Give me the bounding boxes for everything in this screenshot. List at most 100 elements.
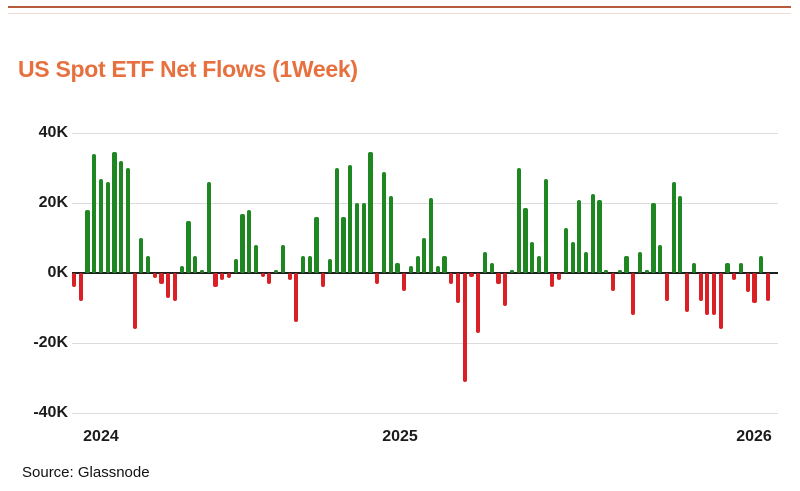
bar-positive-week [206, 182, 211, 273]
bar-negative-week [711, 273, 717, 315]
bar-positive-week [274, 269, 279, 273]
bar-positive-week [563, 227, 568, 273]
bar-positive-week [759, 255, 764, 273]
bar-positive-week [422, 238, 427, 273]
bar-positive-week [624, 255, 629, 273]
bar-positive-week [637, 252, 643, 273]
bar-positive-week [300, 255, 306, 273]
bar-negative-week [664, 273, 670, 301]
bar-negative-week [732, 273, 737, 280]
bar-positive-week [199, 269, 205, 273]
bar-positive-week [105, 182, 110, 273]
y-tick-label: -20K [33, 334, 68, 351]
bar-negative-week [159, 273, 164, 284]
bar-positive-week [341, 217, 346, 273]
bar-positive-week [738, 262, 744, 273]
bar-positive-week [381, 171, 387, 273]
bar-positive-week [146, 255, 151, 273]
bar-negative-week [745, 273, 750, 293]
bar-negative-week [455, 273, 461, 303]
bar-negative-week [718, 273, 723, 329]
bar-positive-week [604, 269, 609, 273]
bar-positive-week [334, 168, 339, 273]
bar-negative-week [260, 273, 265, 277]
bar-positive-week [388, 196, 393, 273]
bar-negative-week [631, 273, 636, 315]
bar-negative-week [496, 273, 501, 284]
bar-positive-week [179, 266, 184, 273]
bar-positive-week [543, 178, 548, 273]
bar-positive-week [415, 255, 420, 273]
bar-negative-week [503, 273, 508, 307]
bar-positive-week [408, 266, 413, 273]
bar-positive-week [617, 269, 622, 273]
bar-positive-week [240, 213, 245, 273]
bar-positive-week [361, 203, 366, 273]
bar-negative-week [705, 273, 710, 315]
bar-positive-week [368, 152, 373, 273]
bar-positive-week [314, 217, 319, 273]
bar-positive-week [247, 210, 252, 273]
bar-positive-week [85, 210, 90, 273]
bar-negative-week [226, 273, 232, 279]
bar-positive-week [395, 262, 400, 273]
y-tick-label: 40K [38, 124, 68, 141]
bar-negative-week [71, 273, 77, 287]
bar-positive-week [671, 182, 676, 273]
bar-positive-week [327, 259, 333, 273]
bar-positive-week [92, 154, 97, 273]
bar-positive-week [590, 194, 595, 273]
bar-positive-week [658, 245, 663, 273]
gridline [72, 203, 778, 204]
bar-positive-week [98, 178, 104, 273]
bar-positive-week [516, 168, 521, 273]
bar-positive-week [125, 168, 130, 273]
bar-negative-week [610, 273, 616, 291]
bar-negative-week [402, 273, 407, 291]
bar-positive-week [193, 255, 198, 273]
zero-axis-line [72, 272, 778, 274]
top-divider-line-faint [8, 13, 791, 14]
bar-negative-week [462, 273, 467, 382]
bar-negative-week [152, 273, 157, 279]
bar-negative-week [469, 273, 474, 277]
bar-negative-week [294, 273, 299, 322]
bar-negative-week [449, 273, 454, 284]
bar-positive-week [348, 164, 353, 273]
bar-negative-week [698, 273, 703, 301]
bar-negative-week [132, 273, 137, 329]
y-tick-label: -40K [33, 404, 68, 421]
page-title: US Spot ETF Net Flows (1Week) [18, 56, 358, 82]
bar-positive-week [435, 266, 440, 273]
bar-negative-week [267, 273, 272, 284]
bar-positive-week [280, 245, 285, 273]
bar-negative-week [550, 273, 555, 287]
bar-positive-week [112, 152, 117, 273]
bar-positive-week [644, 269, 649, 273]
x-tick-label: 2024 [83, 428, 119, 445]
bar-positive-week [442, 255, 447, 273]
bar-negative-week [375, 273, 380, 284]
bar-positive-week [253, 245, 258, 273]
bar-positive-week [651, 203, 656, 273]
bar-negative-week [287, 273, 292, 280]
bar-negative-week [166, 273, 171, 298]
bar-negative-week [557, 273, 562, 280]
bar-negative-week [220, 273, 225, 280]
bar-positive-week [509, 269, 515, 273]
bar-positive-week [119, 161, 124, 273]
bar-negative-week [78, 273, 83, 301]
bar-positive-week [536, 255, 541, 273]
gridline [72, 343, 778, 344]
bar-negative-week [765, 273, 771, 301]
x-tick-label: 2025 [382, 428, 418, 445]
top-divider-line [8, 6, 791, 8]
bar-negative-week [213, 273, 218, 287]
bar-positive-week [597, 199, 602, 273]
y-tick-label: 0K [47, 264, 68, 281]
bar-positive-week [307, 255, 312, 273]
bar-positive-week [678, 196, 683, 273]
bar-positive-week [570, 241, 575, 273]
